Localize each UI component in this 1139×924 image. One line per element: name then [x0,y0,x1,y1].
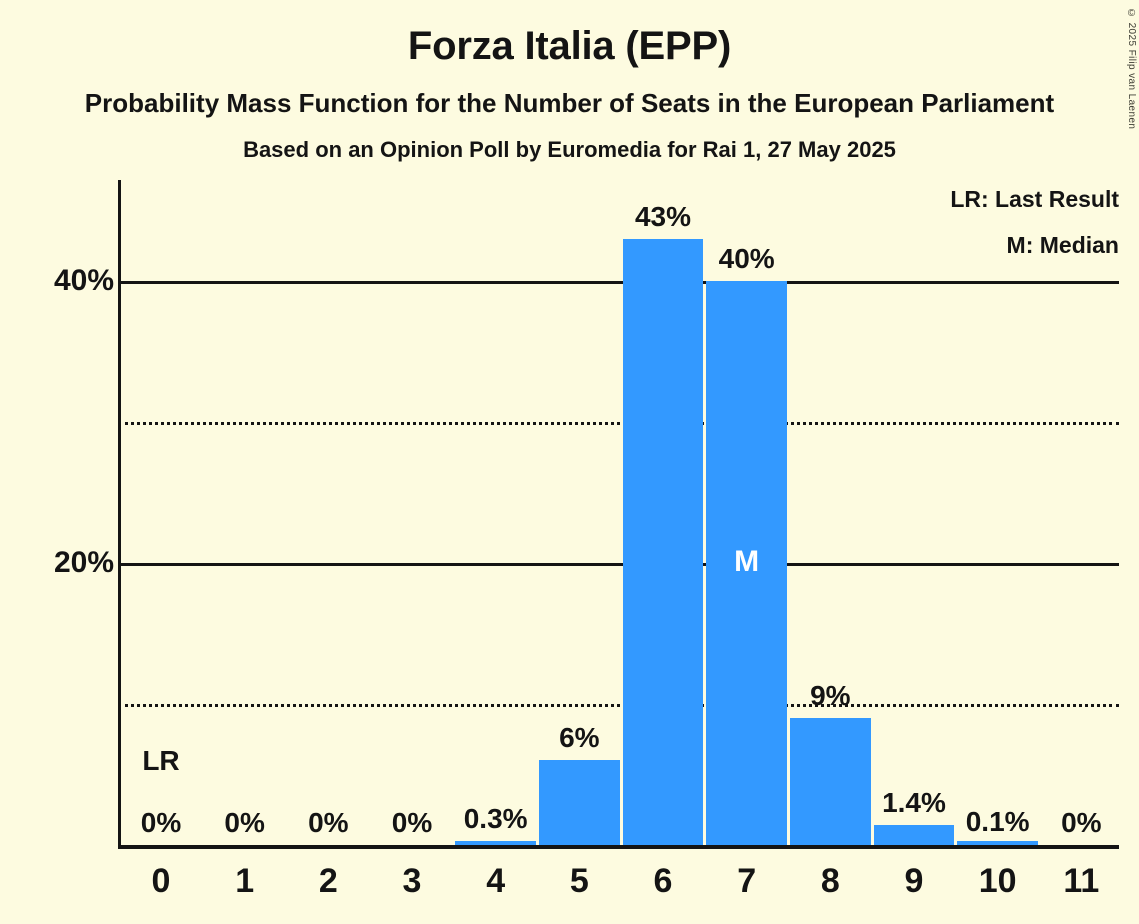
x-tick-6: 6 [653,862,673,900]
plot-area: 0% 0% 0% 0% 0.3% 6% 43% 40% 9% 1.4% 0.1% 0% LR M [118,180,1119,847]
chart-subtitle: Probability Mass Function for the Number… [84,88,1055,118]
value-label-seat-9: 1.4% [882,787,946,819]
x-tick-7: 7 [737,862,757,900]
x-tick-11: 11 [1063,862,1100,900]
bar-seat-9 [873,825,955,845]
value-label-seat-1: 0% [224,807,265,838]
chart-source-note: Based on an Opinion Poll by Euromedia fo… [243,137,896,162]
gridline-20pct [118,563,1119,566]
bar-seat-7 [706,281,787,845]
x-axis-line [118,845,1119,849]
legend-median: M: Median [1006,232,1119,258]
x-tick-8: 8 [820,862,840,900]
value-label-seat-2: 0% [308,807,349,838]
y-tick-40: 40% [53,264,114,297]
value-label-seat-8: 9% [810,680,851,712]
value-label-seat-11: 0% [1061,807,1102,838]
bar-seat-8 [790,718,871,845]
x-tick-5: 5 [569,862,589,900]
x-tick-4: 4 [486,862,506,900]
x-tick-0: 0 [151,862,171,900]
x-tick-9: 9 [904,862,924,900]
gridline-30pct [118,422,1119,425]
bar-seat-6 [622,238,704,845]
value-label-seat-3: 0% [391,807,433,838]
gridline-10pct [118,704,1119,707]
x-tick-1: 1 [235,862,255,900]
median-marker: M [734,545,760,578]
value-label-seat-6: 43% [634,200,691,232]
copyright-notice: © 2025 Filip van Laenen [1126,8,1137,130]
value-label-seat-7: 40% [718,243,775,274]
x-tick-2: 2 [318,862,338,900]
y-axis-line [118,180,121,849]
page-title: Forza Italia (EPP) [407,24,732,68]
value-label-seat-10: 0.1% [965,805,1030,837]
y-tick-20: 20% [53,546,114,579]
value-label-seat-0: 0% [140,807,182,838]
bar-seat-10 [957,841,1038,845]
x-tick-10: 10 [978,862,1017,900]
value-label-seat-5: 6% [559,722,600,754]
bar-seat-4 [455,840,536,845]
bar-seat-5 [539,760,620,845]
gridline-40pct [118,281,1119,284]
x-tick-3: 3 [402,862,422,900]
value-label-seat-4: 0.3% [463,802,528,834]
last-result-marker: LR [142,745,180,776]
legend-last-result: LR: Last Result [950,186,1119,212]
